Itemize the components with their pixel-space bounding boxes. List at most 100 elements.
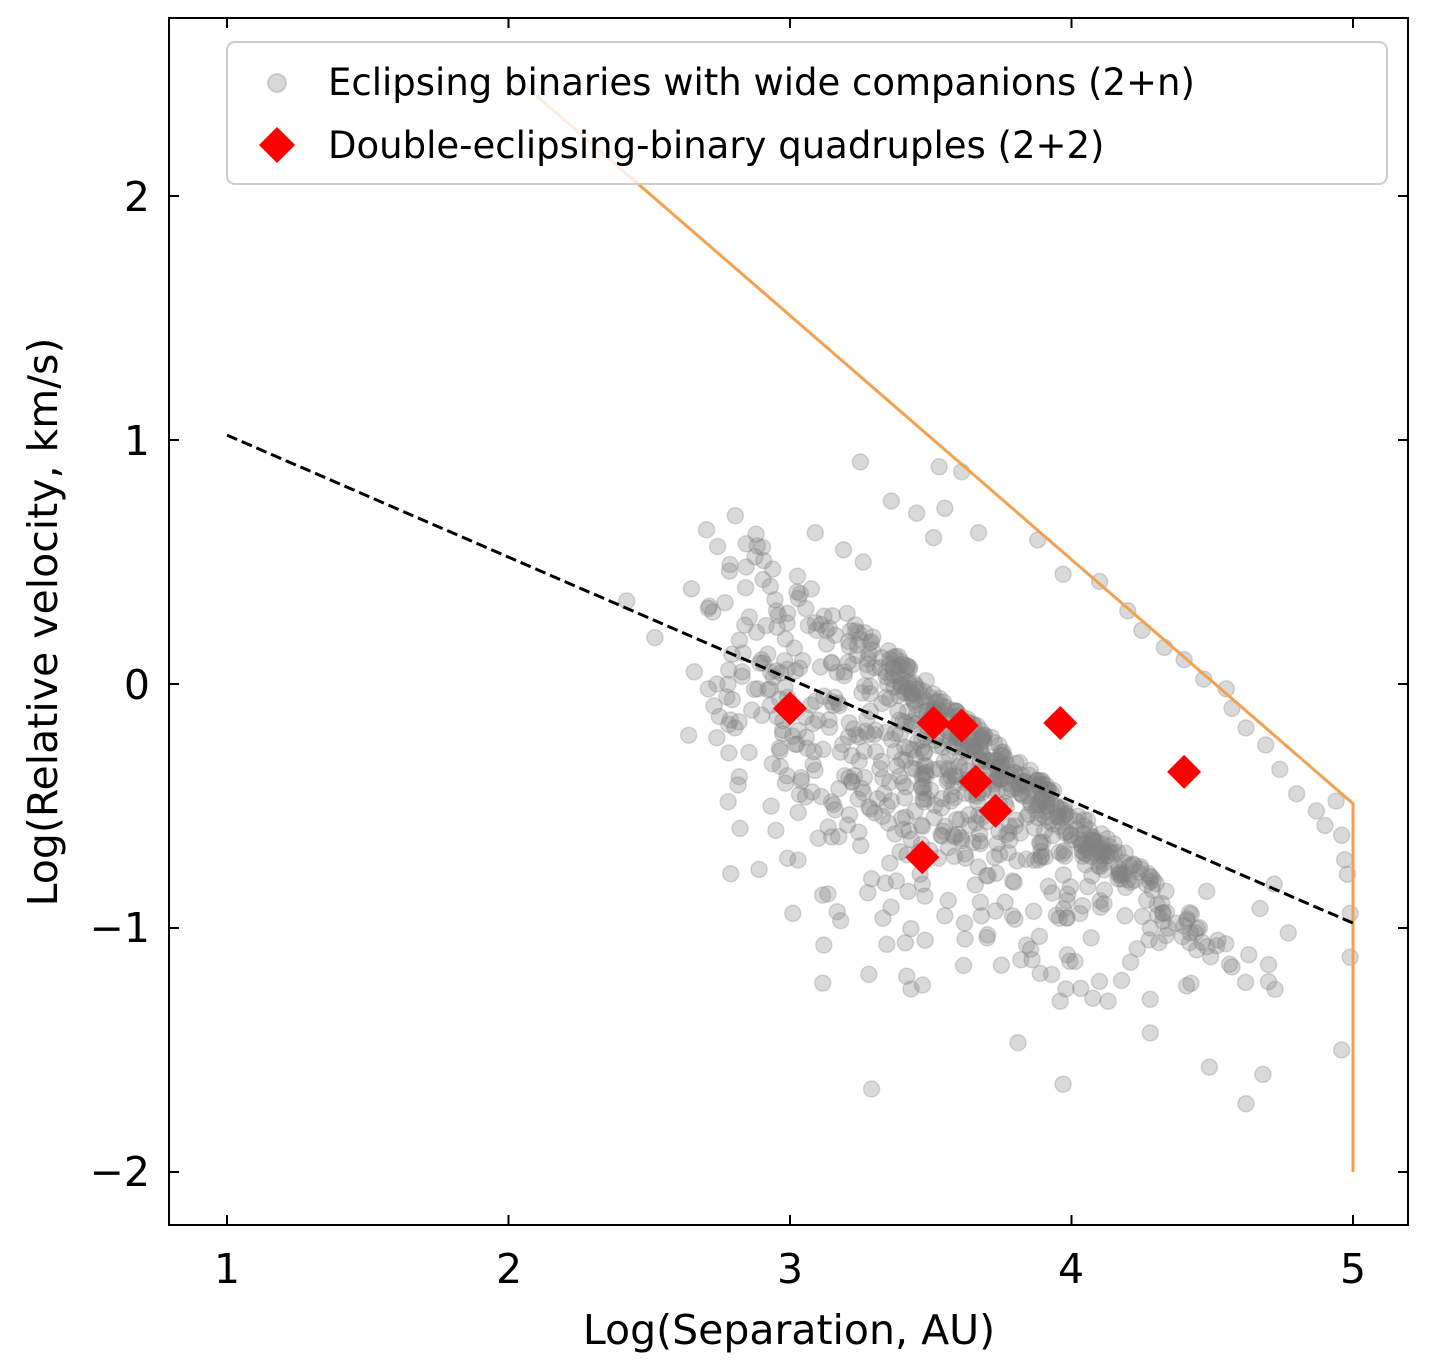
gray-point [1131,857,1150,876]
gray-point [894,774,912,792]
gray-point [882,492,901,510]
gray-point [819,885,837,903]
gray-point [921,688,939,706]
gray-point [785,639,804,657]
gray-point [881,650,899,669]
gray-point [1217,680,1236,698]
gray-point [865,658,884,677]
gray-point [759,680,777,699]
gray-point [771,757,790,776]
gray-point [900,673,918,691]
y-tick-label: −2 [90,1148,150,1196]
gray-point [766,591,784,609]
gray-point [719,792,737,811]
gray-point [978,929,996,947]
gray-point [906,748,925,767]
gray-point [798,739,816,757]
gray-point [754,551,773,570]
gray-point [973,727,991,745]
gray-point [1121,953,1140,971]
y-tick-label: 2 [124,173,150,221]
gray-point [944,826,962,844]
gray-point [1092,840,1111,858]
gray-point [932,826,950,844]
gray-point [843,746,861,765]
gray-point [1201,947,1220,966]
gray-point [761,680,779,698]
gray-point [1099,841,1117,860]
legend-gray-marker [267,73,287,93]
gray-point [1216,934,1235,953]
gray-point [915,744,933,762]
gray-point [891,725,909,744]
gray-point [996,749,1014,768]
gray-point [985,733,1004,752]
gray-point [1043,884,1061,902]
gray-point [1035,822,1054,840]
gray-point [1110,863,1129,882]
gray-point [811,658,830,676]
gray-point [854,783,873,802]
gray-point [942,792,960,810]
gray-point [1173,927,1192,946]
gray-point [902,830,921,849]
gray-point [1141,919,1160,937]
gray-point [1082,929,1100,947]
gray-point [880,854,899,872]
gray-point [1034,833,1052,851]
gray-point [767,821,785,840]
gray-point [786,662,805,680]
gray-point [716,593,734,612]
gray-point [839,653,857,672]
gray-point [1332,826,1351,845]
gray-point [1055,842,1074,860]
gray-point [1153,894,1171,913]
gray-point [682,580,701,598]
gray-point [730,631,749,649]
gray-point [905,692,924,711]
gray-point [881,773,899,791]
gray-point [1083,831,1102,849]
gray-point [823,606,842,625]
gray-point [966,742,985,760]
gray-point [914,790,932,808]
gray-point [1031,834,1050,852]
gray-point [991,770,1010,788]
gray-point [1043,826,1062,845]
gray-point [1070,830,1089,849]
gray-point [719,715,738,734]
gray-point [736,616,754,634]
gray-point [1023,950,1041,969]
gray-point [878,797,896,815]
gray-point [973,729,992,748]
gray-point [839,632,858,651]
gray-point [850,752,868,770]
gray-point [883,670,901,688]
gray-point [1180,904,1199,922]
gray-point [1032,789,1051,808]
gray-point [1092,825,1111,843]
gray-point [1240,946,1258,964]
gray-point [1259,972,1278,991]
gray-point [926,796,944,814]
gray-point [939,891,957,910]
gray-point [978,926,997,944]
gray-point [1061,877,1080,896]
gray-point [1050,817,1068,836]
gray-point [1089,842,1107,860]
gray-point [861,677,880,696]
gray-point [773,725,792,743]
gray-point [1095,861,1113,879]
gray-point [988,834,1006,853]
axis-ticks [169,18,1408,1225]
gray-point [1200,1058,1219,1076]
gray-point [817,635,836,653]
gray-point [819,818,837,836]
gray-point [1099,992,1117,1010]
gray-point [1075,810,1093,829]
gray-point [840,768,858,787]
x-tick-label: 1 [214,1245,240,1293]
gray-point [894,820,912,839]
gray-point [1157,903,1176,922]
legend-red-marker [259,127,295,163]
